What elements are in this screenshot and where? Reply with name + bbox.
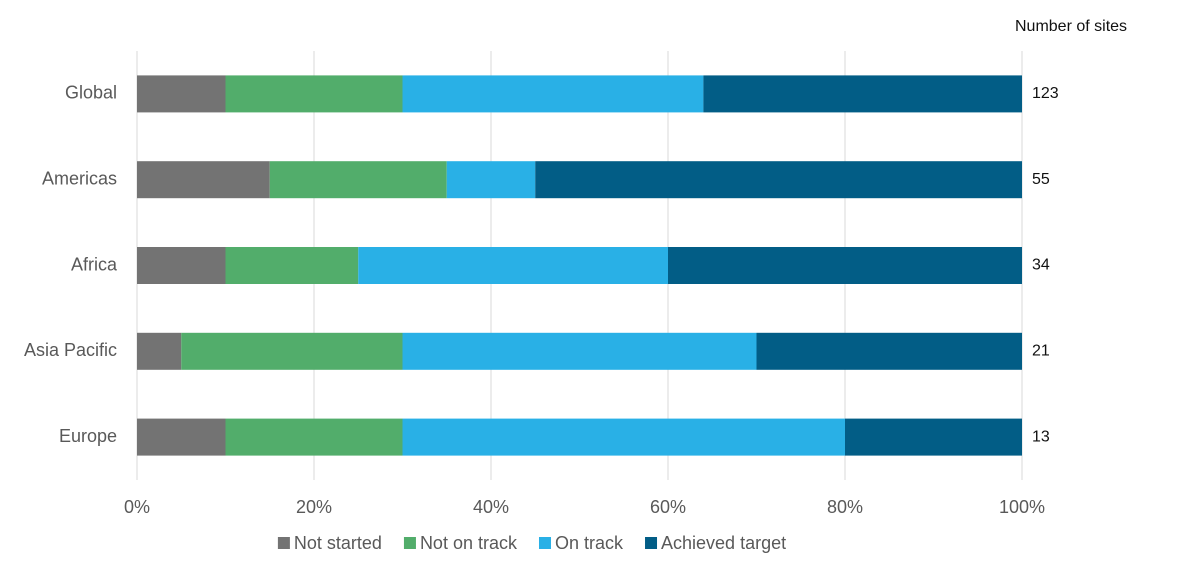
bar-segment: [225, 75, 403, 113]
y-tick-label: Europe: [59, 426, 117, 446]
site-count: 123: [1032, 85, 1059, 102]
bar-segment: [137, 161, 270, 199]
legend-label: Not on track: [420, 533, 518, 553]
legend-swatch: [277, 537, 290, 549]
bar-segment: [402, 418, 845, 456]
sites-header: Number of sites: [1015, 18, 1127, 35]
bar-segment: [703, 75, 1022, 113]
x-tick-label: 0%: [124, 497, 150, 517]
bar-segment: [446, 161, 536, 199]
site-count: 34: [1032, 257, 1050, 274]
bar-segment: [668, 247, 1022, 284]
x-tick-label: 60%: [650, 497, 686, 517]
bar-segment: [137, 247, 226, 284]
legend-swatch: [403, 537, 416, 549]
bar-segment: [756, 332, 1022, 370]
x-tick-label: 20%: [296, 497, 332, 517]
bar-segment: [358, 247, 668, 284]
legend-swatch: [538, 537, 551, 549]
x-tick-label: 40%: [473, 497, 509, 517]
bar-segment: [225, 247, 359, 284]
bar-segment: [137, 332, 182, 370]
bar-segment: [402, 75, 704, 113]
bar-segment: [402, 332, 757, 370]
legend-swatch: [645, 537, 658, 549]
bar-segment: [845, 418, 1022, 456]
legend-label: Not started: [294, 533, 382, 553]
y-tick-label: Global: [65, 83, 117, 103]
legend-label: Achieved target: [661, 533, 786, 553]
bar-segment: [269, 161, 447, 199]
legend-label: On track: [555, 533, 624, 553]
bar-segment: [137, 418, 226, 456]
site-count: 13: [1032, 428, 1050, 445]
site-count: 21: [1032, 343, 1050, 360]
bar-segment: [225, 418, 403, 456]
site-count: 55: [1032, 171, 1050, 188]
x-tick-label: 100%: [999, 497, 1045, 517]
bar-segment: [137, 75, 226, 113]
x-tick-label: 80%: [827, 497, 863, 517]
y-tick-label: Africa: [71, 254, 118, 274]
bar-segment: [181, 332, 403, 370]
y-tick-label: Americas: [42, 168, 117, 188]
bar-segment: [535, 161, 1022, 199]
y-tick-label: Asia Pacific: [24, 340, 117, 360]
